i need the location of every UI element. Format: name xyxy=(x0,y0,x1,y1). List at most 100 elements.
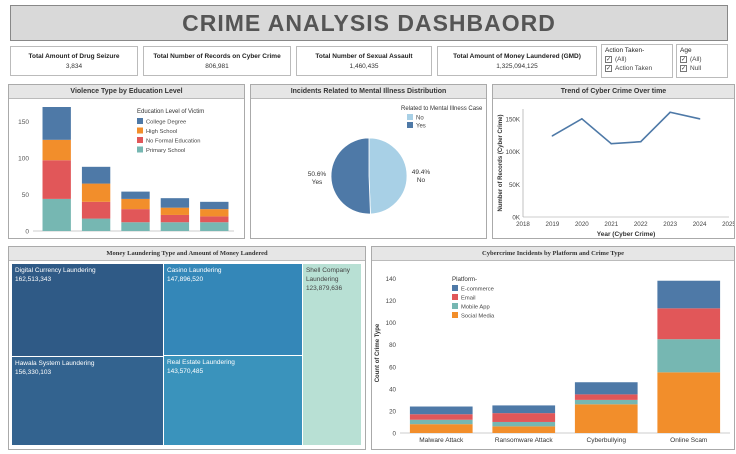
kpi-value: 3,834 xyxy=(65,63,83,70)
y-tick-label: 100 xyxy=(18,156,29,163)
treemap-value: 147,896,520 xyxy=(166,275,204,283)
filter-label: Action Taken- xyxy=(605,47,645,54)
pie-value-label: 49.4% xyxy=(412,169,431,176)
violence-panel: Violence Type by Education Level 0 50 100 1… xyxy=(8,84,245,239)
kpi-value: 806,981 xyxy=(205,63,229,70)
checkbox-checked-icon[interactable]: ✓ xyxy=(680,65,687,72)
filter-option-all[interactable]: ✓ (All) xyxy=(680,56,702,63)
checkbox-checked-icon[interactable]: ✓ xyxy=(680,56,687,63)
legend-label: No xyxy=(416,116,424,122)
x-tick-label: 2019 xyxy=(546,221,560,228)
y-axis-label: Number of Records (Cyber Crime) xyxy=(498,114,504,211)
bar-segment xyxy=(492,413,556,422)
treemap-value: 143,570,485 xyxy=(166,368,204,376)
bar-segment xyxy=(574,399,638,405)
pie-name-label: Yes xyxy=(312,179,323,186)
legend-title: Related to Mental Illness Case xyxy=(401,106,483,112)
panel-title: Trend of Cyber Crime Over time xyxy=(493,85,734,99)
legend-swatch xyxy=(452,312,458,318)
legend-label: Primary School xyxy=(146,148,185,154)
bar-segment xyxy=(574,394,638,400)
cyber-trend-panel: Trend of Cyber Crime Over time 0K 50K 100K… xyxy=(492,84,736,239)
bar-segment xyxy=(160,214,190,223)
y-tick-label: 120 xyxy=(386,298,397,305)
legend-label: No Formal Education xyxy=(146,139,200,145)
legend-swatch xyxy=(137,127,143,134)
treemap-cell: Hawala System Laundering 156,330,103 xyxy=(12,356,163,445)
trend-point xyxy=(551,135,554,137)
bar-segment xyxy=(81,201,111,219)
bar-segment xyxy=(160,207,190,215)
y-tick-label: 80 xyxy=(389,342,396,349)
y-tick-label: 150 xyxy=(18,119,29,126)
kpi-label: Total Number of Records on Cyber Crime xyxy=(153,53,281,60)
treemap-label: Real Estate Laundering xyxy=(166,359,235,367)
filter-option-action-taken[interactable]: ✓ Action Taken xyxy=(605,65,653,72)
legend-label: Social Media xyxy=(461,314,495,320)
x-tick-label: 2022 xyxy=(634,221,648,228)
bar-segment xyxy=(42,139,71,161)
legend-swatch xyxy=(407,114,413,120)
bar-segment xyxy=(200,209,229,217)
filter-label: Age xyxy=(680,47,692,54)
legend-label: College Degree xyxy=(146,120,186,126)
bar-segment xyxy=(657,339,721,373)
trend-point xyxy=(669,111,671,114)
bar-segment xyxy=(492,426,556,433)
trend-line xyxy=(552,111,700,145)
y-tick-label: 60 xyxy=(389,364,396,371)
y-tick-label: 20 xyxy=(389,408,396,415)
bar-segment xyxy=(42,160,71,199)
x-tick-label: Ransomware Attack xyxy=(495,437,554,444)
bar-segment xyxy=(121,222,150,231)
y-axis-label: Count of Crime Type xyxy=(375,323,381,382)
y-tick-label: 100K xyxy=(506,149,521,156)
filter-option-null[interactable]: ✓ Null xyxy=(680,65,702,72)
checkbox-checked-icon[interactable]: ✓ xyxy=(605,56,612,63)
x-tick-label: Malware Attack xyxy=(419,437,464,444)
trend-point xyxy=(610,142,613,145)
y-tick-label: 0 xyxy=(393,431,397,438)
filter-option-all[interactable]: ✓ (All) xyxy=(605,56,627,63)
dashboard-title: CRIME ANALYSIS DASHBAORD xyxy=(182,9,556,36)
x-tick-label: Online Scam xyxy=(670,437,707,444)
x-tick-label: 2020 xyxy=(575,221,589,228)
bar-segment xyxy=(81,218,111,231)
legend-swatch xyxy=(137,146,143,153)
legend-title: Platform- xyxy=(452,276,477,283)
treemap-cell: Shell Company Laundering 123,879,636 xyxy=(302,264,361,445)
legend-swatch xyxy=(407,122,413,128)
bar-segment xyxy=(42,198,71,231)
bar-segment xyxy=(121,209,150,223)
kpi-label: Total Amount of Money Laundered (GMD) xyxy=(453,53,581,60)
mental-illness-panel: Incidents Related to Mental Illness Dist… xyxy=(250,84,487,239)
bar-segment xyxy=(657,308,721,340)
filter-action-taken: Action Taken- ✓ (All) ✓ Action Taken xyxy=(601,44,673,78)
panel-title: Violence Type by Education Level xyxy=(9,85,244,99)
bar-segment xyxy=(574,404,638,433)
legend-swatch xyxy=(452,285,458,291)
treemap-label: Hawala System Laundering xyxy=(15,359,95,367)
y-tick-label: 0 xyxy=(25,229,29,236)
bar-segment xyxy=(121,191,150,199)
trend-point xyxy=(639,140,642,143)
x-tick-label: 2018 xyxy=(516,221,530,228)
treemap-label: Digital Currency Laundering xyxy=(15,267,96,274)
treemap-value: 123,879,636 xyxy=(305,284,343,292)
y-tick-label: 50 xyxy=(22,192,30,199)
kpi-sexual-assault: Total Number of Sexual Assault 1,460,435 xyxy=(296,46,432,76)
y-tick-label: 40 xyxy=(389,386,396,393)
checkbox-checked-icon[interactable]: ✓ xyxy=(605,65,612,72)
panel-title: Incidents Related to Mental Illness Dist… xyxy=(251,85,486,99)
bar-segment xyxy=(492,421,556,427)
treemap-value: 156,330,103 xyxy=(15,368,52,376)
treemap-value: 162,513,343 xyxy=(15,275,52,283)
legend-label: Mobile App xyxy=(461,305,490,311)
treemap-cell: Digital Currency Laundering 162,513,343 xyxy=(12,264,163,356)
x-tick-label: 2021 xyxy=(604,221,618,228)
platform-chart: 0 20 40 60 80 100 120 140 Malware Attack Ransomwa… xyxy=(375,276,730,444)
y-tick-label: 140 xyxy=(386,276,397,283)
x-axis-label: Year (Cyber Crime) xyxy=(597,231,656,238)
bar-segment xyxy=(409,414,473,420)
laundering-treemap: Digital Currency Laundering 162,513,343 Ha… xyxy=(9,261,365,449)
